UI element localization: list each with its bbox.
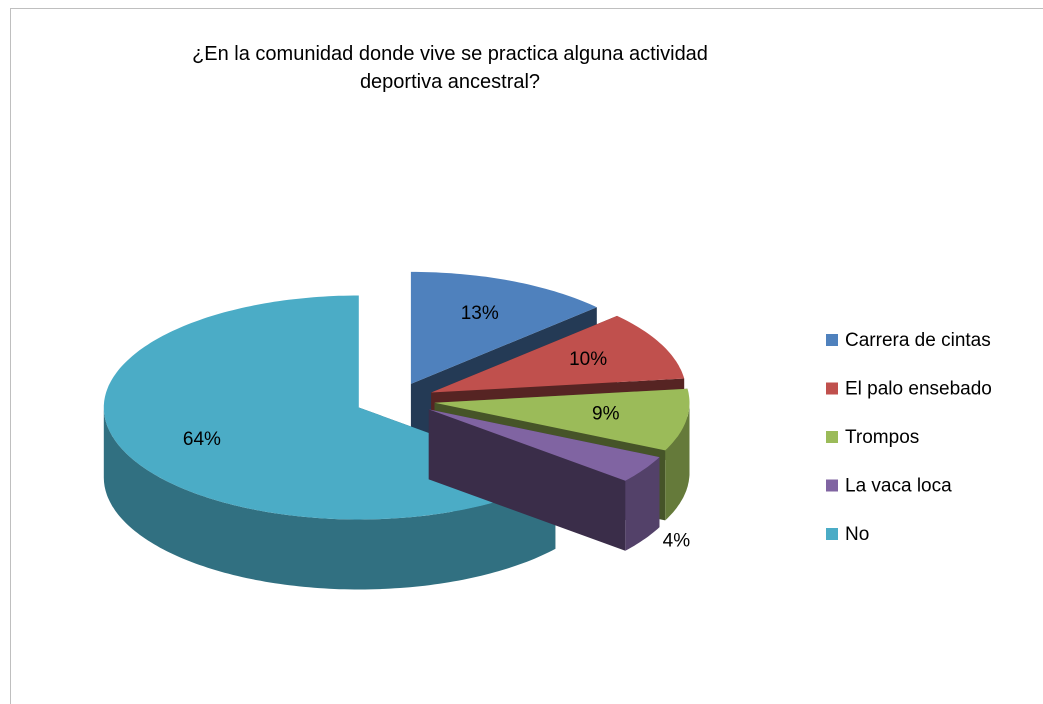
legend-swatch	[826, 528, 838, 540]
legend-label: No	[845, 524, 869, 545]
chart-frame	[10, 8, 1043, 704]
legend-label: Carrera de cintas	[845, 330, 991, 351]
legend-swatch	[826, 382, 838, 395]
slice-wall	[625, 457, 660, 551]
data-label: 64%	[183, 429, 221, 450]
legend-swatch	[826, 334, 838, 346]
legend-swatch	[826, 431, 838, 443]
data-label: 4%	[663, 530, 691, 551]
slice-wall	[665, 402, 690, 521]
chart-title: ¿En la comunidad donde vive se practica …	[192, 43, 708, 93]
data-label: 13%	[461, 303, 499, 324]
legend-label: La vaca loca	[845, 476, 952, 497]
legend-label: Trompos	[845, 427, 919, 448]
slice	[428, 409, 660, 481]
slice	[434, 388, 690, 451]
data-label: 9%	[592, 404, 620, 425]
slice-side	[428, 409, 626, 551]
data-label: 10%	[569, 349, 607, 370]
legend-label: El palo ensebado	[845, 379, 992, 400]
slice	[431, 315, 685, 393]
slice-wall	[103, 407, 556, 590]
legend-swatch	[826, 479, 838, 492]
slice	[410, 271, 597, 384]
